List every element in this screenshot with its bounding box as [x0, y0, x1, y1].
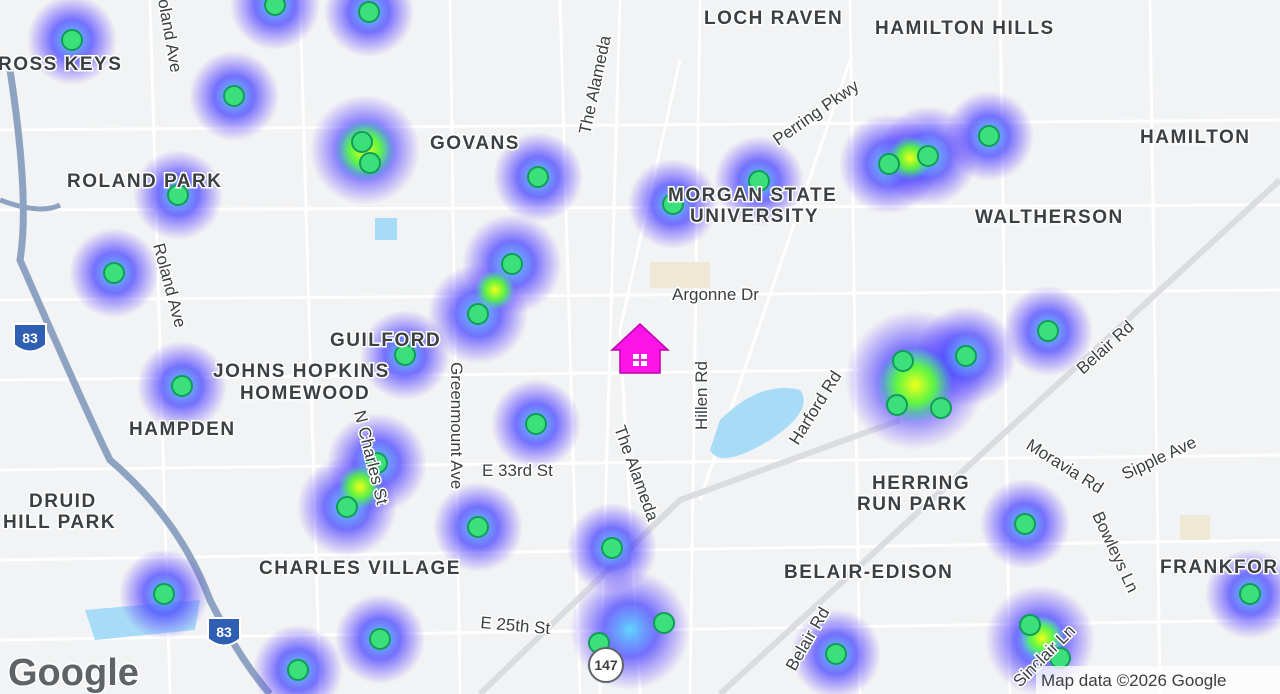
route-shields: 83 83 147: [13, 323, 624, 683]
place-label: JOHNS HOPKINS: [213, 361, 390, 382]
place-label: GUILFORD: [330, 330, 441, 351]
shield-label: 83: [216, 624, 232, 640]
place-label: HAMILTON: [1140, 127, 1251, 148]
place-label: HOMEWOOD: [240, 383, 370, 404]
home-marker[interactable]: [610, 322, 670, 374]
place-label: HERRING: [872, 473, 970, 494]
street-label: E 33rd St: [482, 461, 553, 480]
place-label: GOVANS: [430, 133, 520, 154]
place-label: HILL PARK: [3, 512, 116, 533]
attribution-bg: [1036, 666, 1280, 694]
place-label: WALTHERSON: [975, 207, 1124, 228]
shield-label: 147: [594, 657, 618, 673]
place-label: BELAIR-EDISON: [784, 562, 953, 583]
place-label: ROSS KEYS: [0, 54, 122, 75]
place-label: DRUID: [29, 491, 97, 512]
place-label: RUN PARK: [857, 494, 968, 515]
heatmap: [27, 0, 1280, 694]
place-label: FRANKFOR: [1160, 557, 1279, 578]
street-label: Greenmount Ave: [447, 362, 466, 489]
state-shield: [588, 647, 624, 683]
place-label: ROLAND PARK: [67, 171, 222, 192]
street-label: Hillen Rd: [692, 361, 711, 430]
interstate-shield: [13, 323, 47, 353]
shield-label: 83: [22, 330, 38, 346]
place-label: CHARLES VILLAGE: [259, 558, 461, 579]
place-label: LOCH RAVEN: [704, 8, 843, 29]
place-label: UNIVERSITY: [690, 206, 819, 227]
place-labels: ROSS KEYS LOCH RAVEN HAMILTON HILLS GOVA…: [0, 7, 1279, 585]
google-logo: Google: [8, 652, 139, 694]
place-label: MORGAN STATE: [668, 185, 837, 206]
interstate-shield: [207, 617, 241, 647]
street-label: Argonne Dr: [672, 285, 759, 304]
place-label: HAMILTON HILLS: [875, 18, 1055, 39]
place-label: HAMPDEN: [129, 419, 236, 440]
attribution[interactable]: Map data ©2026 Google: [1041, 671, 1227, 690]
